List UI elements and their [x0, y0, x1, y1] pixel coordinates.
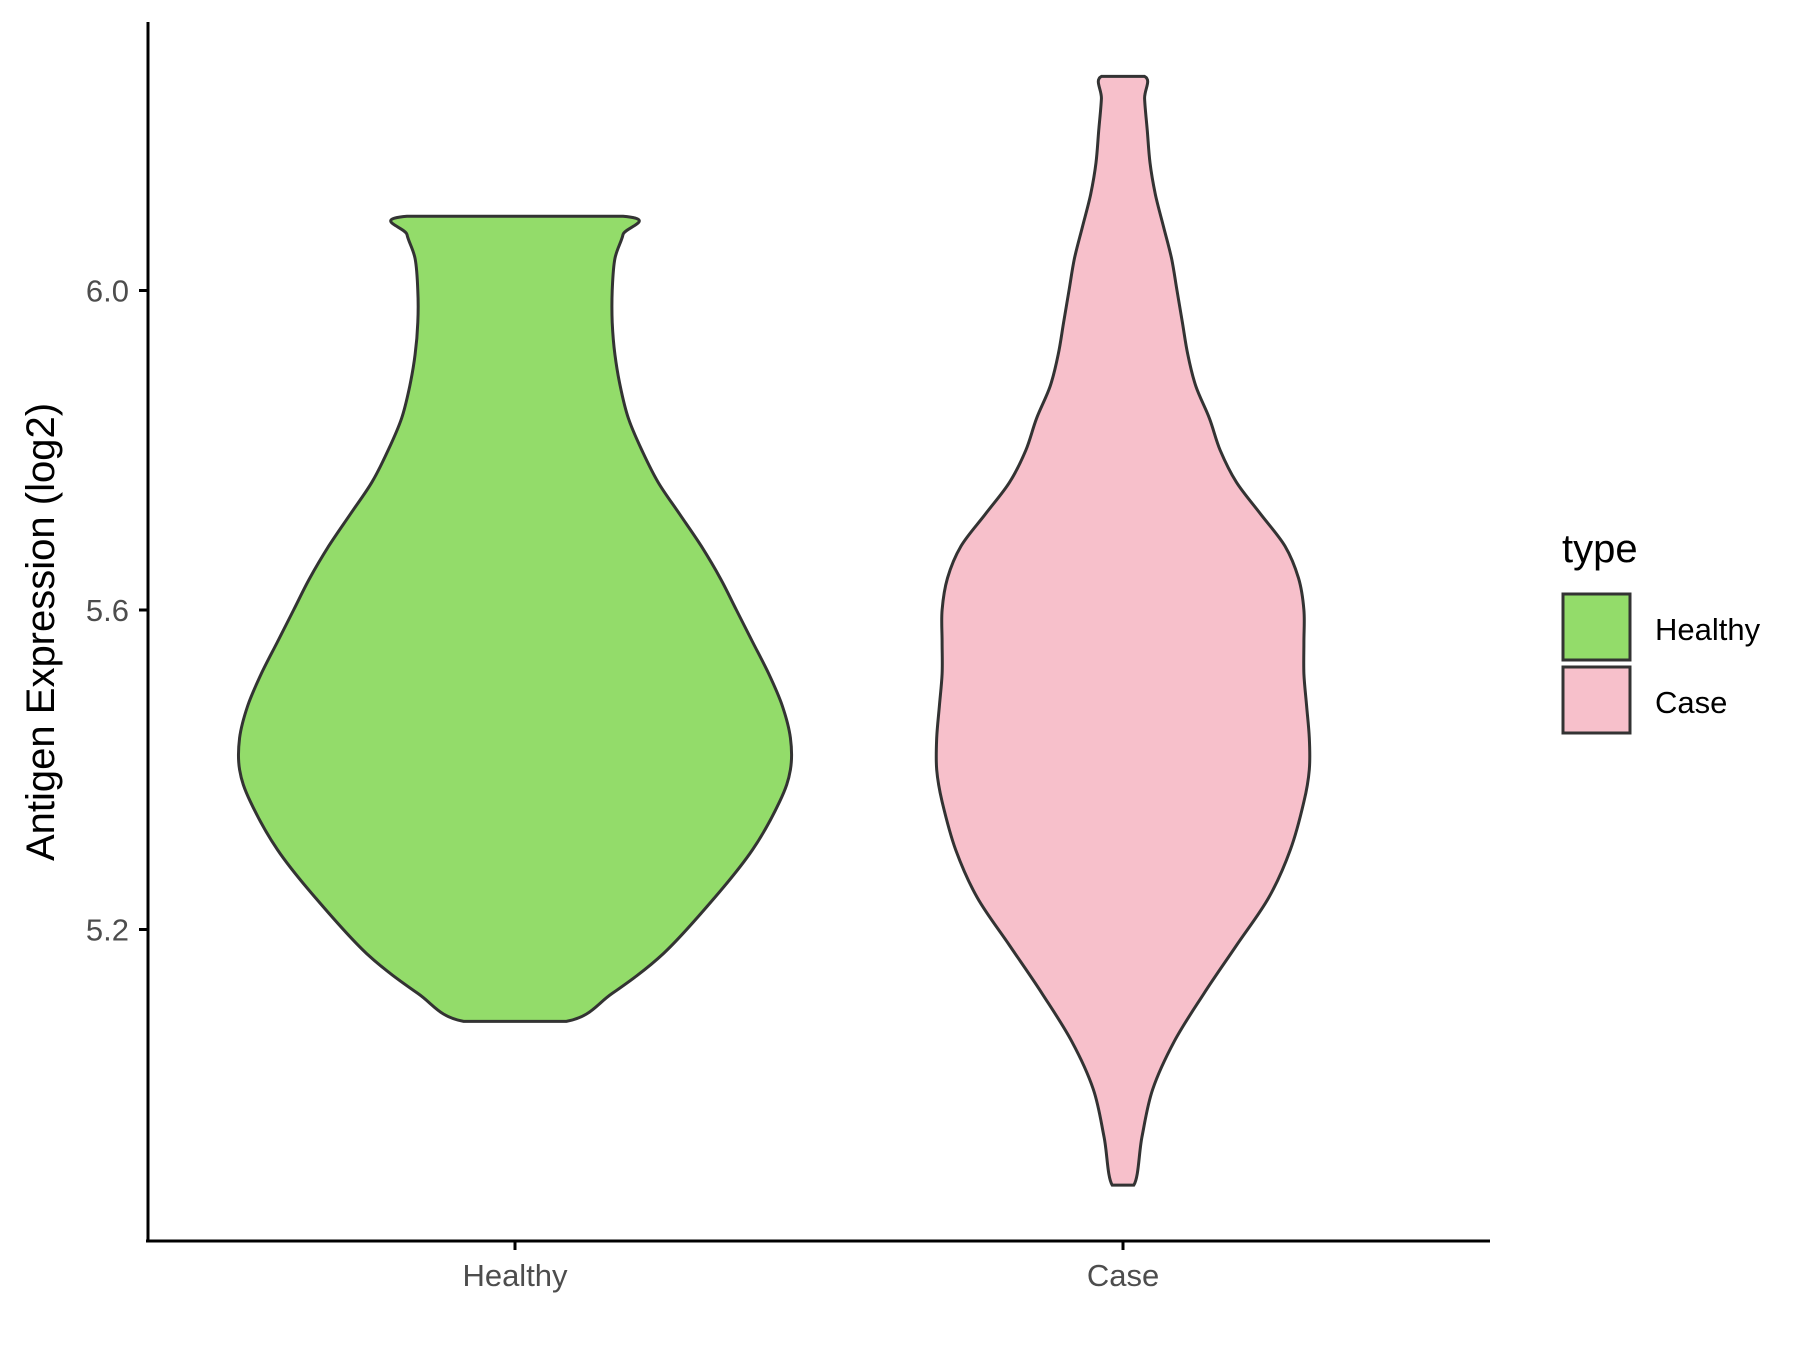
- y-tick-label: 5.2: [86, 913, 129, 948]
- violin-layer: [236, 74, 1312, 1187]
- x-axis-ticks: Healthy Case: [462, 1241, 1159, 1293]
- legend-label-case: Case: [1655, 685, 1727, 720]
- violin-case: [934, 74, 1312, 1187]
- y-axis-ticks: 5.2 5.6 6.0: [86, 274, 148, 948]
- legend-swatch-case: [1561, 665, 1632, 735]
- y-axis-title: Antigen Expression (log2): [19, 403, 63, 861]
- legend-swatch-healthy: [1561, 592, 1632, 662]
- legend: type Healthy Case: [1561, 527, 1761, 735]
- legend-label-healthy: Healthy: [1655, 612, 1761, 647]
- x-tick-label: Healthy: [462, 1258, 568, 1293]
- violin-healthy: [236, 214, 794, 1023]
- y-tick-label: 6.0: [86, 274, 129, 309]
- legend-title: type: [1562, 527, 1638, 571]
- x-tick-label: Case: [1087, 1258, 1159, 1293]
- y-tick-label: 5.6: [86, 593, 129, 628]
